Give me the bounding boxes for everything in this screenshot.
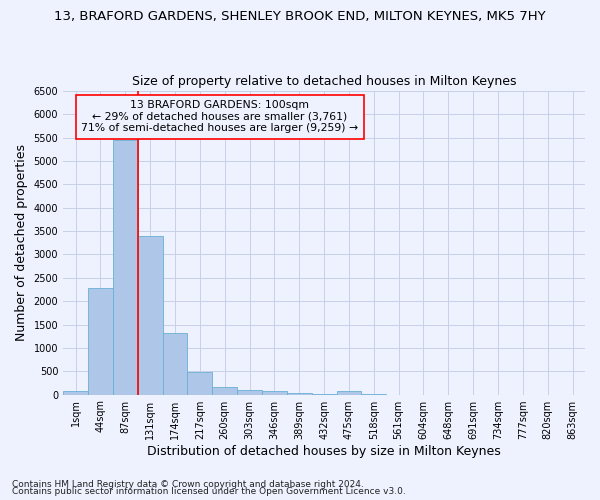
- Bar: [163, 334, 187, 394]
- Bar: [88, 288, 113, 395]
- Bar: [63, 391, 88, 394]
- Bar: [138, 236, 163, 394]
- Title: Size of property relative to detached houses in Milton Keynes: Size of property relative to detached ho…: [132, 76, 517, 88]
- Bar: [287, 393, 311, 394]
- Bar: [187, 372, 212, 394]
- Bar: [113, 140, 138, 394]
- Bar: [212, 387, 237, 394]
- Y-axis label: Number of detached properties: Number of detached properties: [15, 144, 28, 342]
- Text: 13, BRAFORD GARDENS, SHENLEY BROOK END, MILTON KEYNES, MK5 7HY: 13, BRAFORD GARDENS, SHENLEY BROOK END, …: [54, 10, 546, 23]
- Bar: [262, 391, 287, 394]
- Bar: [337, 391, 361, 394]
- Text: 13 BRAFORD GARDENS: 100sqm
← 29% of detached houses are smaller (3,761)
71% of s: 13 BRAFORD GARDENS: 100sqm ← 29% of deta…: [81, 100, 358, 134]
- X-axis label: Distribution of detached houses by size in Milton Keynes: Distribution of detached houses by size …: [147, 444, 501, 458]
- Text: Contains HM Land Registry data © Crown copyright and database right 2024.: Contains HM Land Registry data © Crown c…: [12, 480, 364, 489]
- Text: Contains public sector information licensed under the Open Government Licence v3: Contains public sector information licen…: [12, 487, 406, 496]
- Bar: [237, 390, 262, 394]
